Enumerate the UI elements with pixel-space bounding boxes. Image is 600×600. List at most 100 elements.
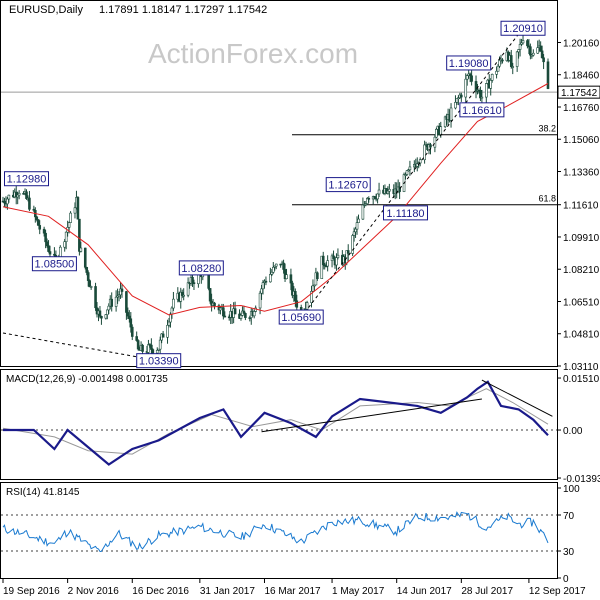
candle-body [69,212,72,223]
candle-body [474,81,478,92]
candle-body [110,298,114,307]
macd-y-tick-label: 0.00 [563,426,583,437]
rsi-panel-frame [0,482,558,579]
candle-body [449,107,453,121]
moving-average-line [2,83,549,316]
price-label-text: 1.03390 [139,356,179,368]
candle-body [6,198,9,205]
candle-body [128,315,131,320]
candle-body [388,188,391,192]
candle-body [526,40,529,47]
macd-y-tick-label: 0.01510 [563,374,600,385]
candle-body [435,129,438,138]
candle-body [25,191,28,199]
candle-body [470,75,473,82]
candle-body [120,288,124,292]
candle-body [539,45,542,52]
macd-panel-frame [0,369,558,480]
candle-body [515,51,519,67]
macd-layer [1,379,557,466]
candle-body [511,66,515,68]
candle-body [223,315,227,318]
x-tick-label: 16 Mar 2017 [264,586,321,597]
candle-body [150,344,153,350]
candle-body [352,231,356,236]
macd-support-trendline [261,398,482,433]
candle-body [439,126,443,135]
candle-body [78,218,81,252]
candle-body [239,315,243,319]
fib-label: 38.2 [538,124,556,134]
rsi-y-tick-label: 100 [563,484,580,495]
price-y-tick-label: 1.18460 [563,71,600,82]
candle-body [67,222,71,228]
price-label-text: 1.19080 [449,58,489,70]
candle-body [326,260,329,267]
candle-body [125,291,128,313]
candle-body [258,292,262,309]
candle-body [313,284,316,287]
x-tick-label: 14 Jun 2017 [397,586,452,597]
price-label-box [278,309,324,325]
candle-body [244,313,247,318]
x-tick-label: 2 Nov 2016 [68,586,120,597]
candle-body [252,311,256,317]
candle-body [105,309,109,315]
price-label-box [383,205,429,221]
candle-body [542,57,545,63]
candle-body [355,222,359,230]
candle-body [233,308,237,315]
candle-body [47,245,50,252]
candle-body [58,246,62,259]
candle-body [79,247,83,252]
candle-body [546,61,550,89]
candle-body [167,321,171,326]
candle-body [521,40,525,44]
candle-body [129,318,133,328]
x-tick-label: 12 Sep 2017 [529,586,586,597]
current-price-text: 1.17542 [561,88,598,99]
candle-body [126,312,130,317]
price-label-text: 1.08280 [181,263,221,275]
candle-body [242,310,246,314]
candle-body [532,52,535,56]
candle-body [433,136,437,148]
candle-body [269,274,272,283]
candle-body [76,197,80,220]
price-layer: 38.2 61.8 [1,27,557,362]
candle-body [161,333,165,338]
candle-body [480,96,484,99]
price-label-text: 1.11180 [386,208,424,220]
candle-body [141,344,144,352]
price-label-text: 1.20910 [503,23,543,35]
candle-body [89,286,93,288]
candle-body [213,302,216,306]
candle-body [517,49,520,53]
candle-body [321,255,325,266]
price-label-box [500,20,546,36]
candle-body [130,326,134,337]
candle-body [377,189,381,195]
candle-body [166,324,169,338]
candle-body [271,266,275,273]
current-price-marker [557,85,600,99]
candle-body [86,272,90,281]
candle-body [316,272,319,279]
macd-line [3,380,549,466]
candle-body [536,47,540,54]
candle-body [294,291,297,302]
candle-body [311,285,315,292]
price-label-text: 1.16610 [462,105,502,117]
candle-body [222,307,225,317]
candle-body [509,55,513,67]
candle-body [63,241,66,248]
candle-body [540,50,544,59]
macd-title: MACD(12,26,9) -0.001498 0.001735 [6,374,168,385]
candle-body [83,247,87,268]
candle-body [376,193,379,200]
candle-body [460,94,463,98]
x-tick-label: 31 Jan 2017 [200,586,255,597]
rsi-title: RSI(14) 41.8145 [6,487,80,498]
macd-signal-line [2,388,549,455]
